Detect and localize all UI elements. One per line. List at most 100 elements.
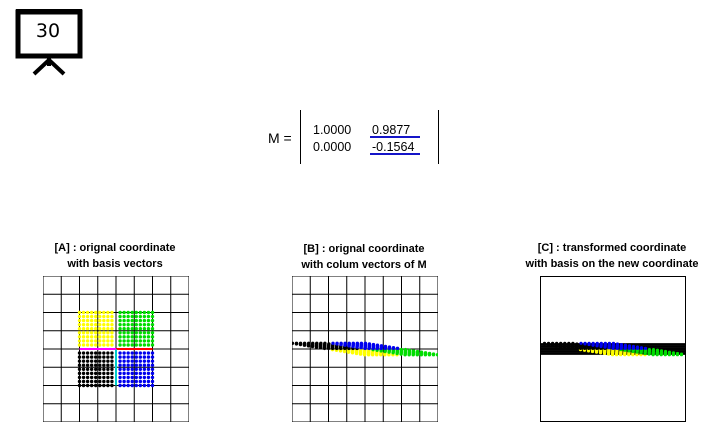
data-point xyxy=(102,318,106,323)
data-point xyxy=(98,371,102,376)
data-point xyxy=(142,351,147,355)
data-point xyxy=(419,350,424,354)
data-point xyxy=(126,375,130,380)
data-point xyxy=(94,379,98,384)
data-point xyxy=(126,322,130,327)
data-point xyxy=(126,363,130,367)
panel-b-title-line1: [B] : orignal coordinate xyxy=(303,243,425,255)
data-point xyxy=(130,371,134,376)
data-point xyxy=(150,322,155,327)
data-point xyxy=(118,310,122,315)
data-point xyxy=(363,341,368,345)
presentation-board-icon xyxy=(15,9,83,76)
data-point xyxy=(110,335,114,339)
data-point xyxy=(134,335,138,339)
data-point xyxy=(98,343,102,347)
data-point xyxy=(102,331,106,335)
data-point xyxy=(134,359,138,363)
data-point xyxy=(85,383,90,388)
data-point xyxy=(134,314,138,319)
data-point xyxy=(142,339,147,343)
data-point xyxy=(106,310,110,315)
data-point xyxy=(102,367,106,371)
matrix-bracket-right xyxy=(438,110,439,164)
data-point xyxy=(130,339,134,343)
data-point xyxy=(94,371,98,376)
data-point xyxy=(98,363,102,367)
data-point xyxy=(85,314,90,319)
data-point xyxy=(571,341,575,345)
slide-number: 30 xyxy=(35,20,61,42)
matrix-cell-r1c1: 1.0000 xyxy=(313,123,352,137)
data-point xyxy=(94,343,98,347)
data-point xyxy=(671,351,676,355)
data-point xyxy=(138,322,143,327)
data-point xyxy=(331,341,335,345)
matrix-label: M = xyxy=(268,130,292,146)
data-point xyxy=(94,355,98,359)
data-point xyxy=(146,379,151,384)
data-point xyxy=(126,379,130,384)
data-point xyxy=(130,359,134,363)
data-point xyxy=(102,383,106,388)
data-point xyxy=(367,342,372,346)
data-point xyxy=(89,339,94,343)
data-point xyxy=(85,367,90,371)
data-point xyxy=(138,327,143,331)
data-point xyxy=(89,327,94,331)
data-point xyxy=(343,341,347,345)
data-point xyxy=(387,345,392,349)
data-point xyxy=(351,341,355,345)
data-point xyxy=(607,341,611,345)
data-point xyxy=(142,343,147,347)
data-point xyxy=(138,359,143,363)
data-point xyxy=(542,341,547,345)
data-point xyxy=(134,318,138,323)
data-point xyxy=(138,367,143,371)
data-point xyxy=(126,331,130,335)
data-point xyxy=(110,363,114,367)
data-point xyxy=(89,322,94,327)
data-point xyxy=(138,331,143,335)
data-point xyxy=(126,339,130,343)
data-point xyxy=(150,343,155,347)
data-point xyxy=(77,339,82,343)
data-point xyxy=(138,351,143,355)
data-point xyxy=(81,367,86,371)
data-point xyxy=(667,350,672,354)
matrix-bracket-left xyxy=(300,110,301,164)
data-point xyxy=(142,363,147,367)
data-point xyxy=(106,343,110,347)
data-point xyxy=(102,371,106,376)
data-point xyxy=(134,351,138,355)
data-point xyxy=(110,371,114,376)
data-point xyxy=(106,339,110,343)
data-point xyxy=(77,318,82,323)
data-point xyxy=(106,335,110,339)
data-point xyxy=(575,342,579,346)
data-point xyxy=(142,359,147,363)
data-point xyxy=(134,371,138,376)
data-point xyxy=(77,310,82,315)
data-point xyxy=(122,310,126,315)
data-point xyxy=(146,371,151,376)
data-point xyxy=(138,371,143,376)
data-point xyxy=(118,355,122,359)
matrix-cell-r2c2-underline xyxy=(370,153,420,155)
data-point xyxy=(142,367,147,371)
data-point xyxy=(81,327,86,331)
panel-a-title-line2: with basis vectors xyxy=(67,258,163,270)
data-point xyxy=(675,351,680,356)
data-point xyxy=(146,355,151,359)
data-point xyxy=(98,359,102,363)
data-point xyxy=(146,310,151,315)
data-point xyxy=(122,322,126,327)
data-point xyxy=(98,322,102,327)
data-point xyxy=(85,351,90,355)
data-point xyxy=(77,351,82,355)
data-point xyxy=(89,375,94,380)
data-point xyxy=(311,341,315,345)
data-point xyxy=(355,341,360,345)
data-point xyxy=(126,359,130,363)
data-point xyxy=(122,363,126,367)
